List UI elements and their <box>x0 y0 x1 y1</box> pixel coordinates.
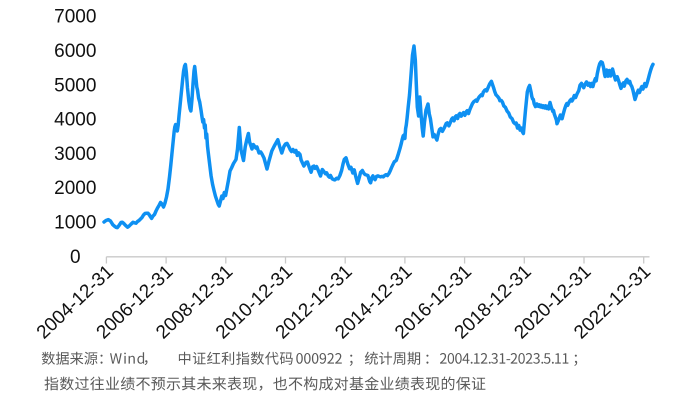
svg-text:4000: 4000 <box>54 110 96 131</box>
svg-text:3000: 3000 <box>54 144 96 165</box>
svg-text:7000: 7000 <box>54 7 96 28</box>
svg-text:5000: 5000 <box>54 75 96 96</box>
svg-text:1000: 1000 <box>54 213 96 234</box>
svg-text:6000: 6000 <box>54 41 96 62</box>
svg-text:2000: 2000 <box>54 178 96 199</box>
svg-text:0: 0 <box>70 247 81 268</box>
